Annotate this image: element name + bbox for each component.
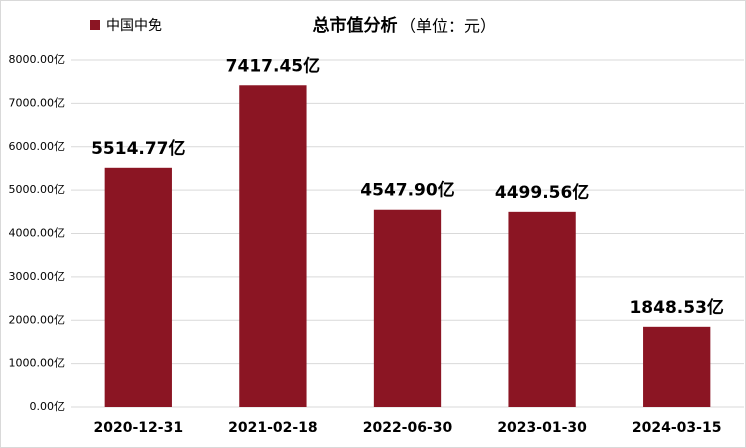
- legend-swatch: [90, 20, 100, 30]
- y-tick-label: 8000.00亿: [9, 53, 66, 66]
- bar: [643, 326, 711, 407]
- y-tick-label: 3000.00亿: [9, 270, 66, 283]
- chart-subtitle: （单位：元）: [400, 17, 496, 36]
- x-tick-label: 2020-12-31: [94, 420, 184, 436]
- y-tick-label: 4000.00亿: [9, 227, 66, 240]
- value-label: 5514.77亿: [91, 138, 185, 159]
- chart-title: 总市值分析: [313, 15, 398, 36]
- x-tick-label: 2024-03-15: [632, 420, 722, 436]
- bar: [239, 85, 307, 408]
- legend-label: 中国中免: [106, 18, 162, 34]
- y-tick-label: 1000.00亿: [9, 357, 66, 370]
- value-label: 4499.56亿: [495, 182, 589, 203]
- y-tick-label: 7000.00亿: [9, 96, 66, 109]
- y-tick-label: 0.00亿: [30, 400, 66, 413]
- value-label: 4547.90亿: [360, 180, 454, 201]
- y-tick-label: 5000.00亿: [9, 183, 66, 196]
- bar: [104, 167, 172, 407]
- x-tick-label: 2023-01-30: [497, 420, 587, 436]
- y-tick-label: 6000.00亿: [9, 140, 66, 153]
- x-tick-label: 2022-06-30: [363, 420, 453, 436]
- value-label: 7417.45亿: [226, 55, 320, 76]
- y-tick-label: 2000.00亿: [9, 313, 66, 326]
- bar: [508, 211, 576, 407]
- value-label: 1848.53亿: [629, 297, 723, 318]
- x-tick-label: 2021-02-18: [228, 420, 318, 436]
- bar: [373, 209, 442, 407]
